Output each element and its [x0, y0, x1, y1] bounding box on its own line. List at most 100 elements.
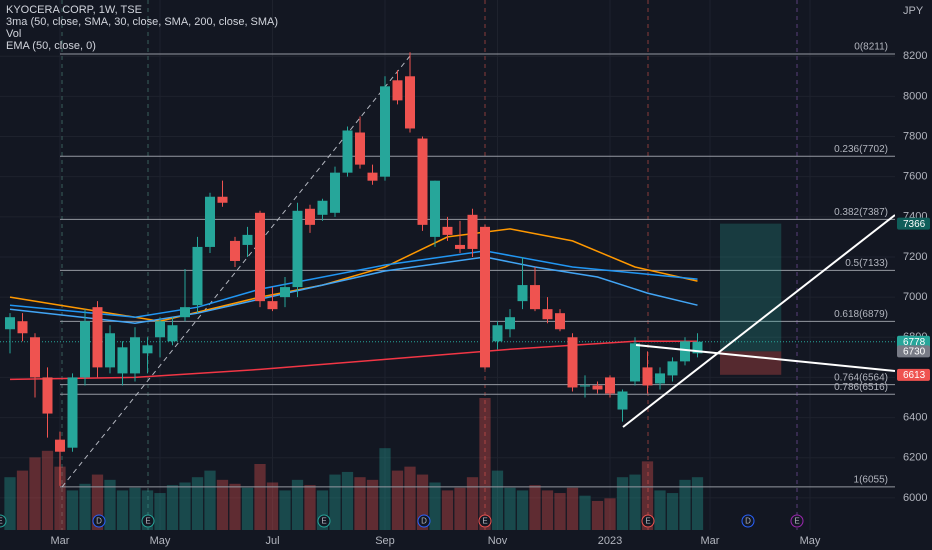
volume-bar — [566, 487, 579, 530]
candle-body — [367, 172, 378, 181]
volume-bar — [479, 398, 491, 530]
candle — [467, 208, 478, 257]
volume-bar — [416, 474, 429, 530]
candle — [617, 389, 628, 422]
volume-bar — [104, 479, 116, 530]
fib-label: 0.236(7702) — [834, 144, 888, 155]
candle-body — [30, 337, 40, 378]
x-tick-label: Jul — [265, 535, 279, 547]
volume-bar — [579, 495, 591, 530]
volume-bar — [29, 457, 41, 530]
candle-body — [180, 307, 190, 318]
event-badge — [641, 514, 655, 528]
candle — [517, 256, 528, 310]
candle-body — [692, 341, 703, 354]
y-tick-label: 7000 — [903, 291, 927, 303]
volume-bar — [16, 470, 29, 530]
x-tick-label: Sep — [375, 535, 395, 547]
volume-bar — [679, 479, 691, 530]
candle — [117, 341, 128, 386]
candle-body — [267, 301, 278, 310]
event-label: E — [0, 517, 3, 526]
volume-bar — [616, 477, 629, 530]
volume-bar — [554, 493, 566, 530]
candle — [555, 309, 565, 332]
fib-label: 0.382(7387) — [834, 207, 888, 218]
event-badge — [0, 514, 7, 528]
candle-body — [17, 321, 28, 334]
candle — [392, 70, 403, 105]
candle-body — [255, 212, 265, 302]
candle — [430, 180, 440, 247]
candle-body — [392, 80, 403, 101]
volume-bar — [279, 490, 291, 530]
y-tick-label: 7800 — [903, 130, 927, 142]
candle — [17, 313, 28, 342]
volume-bar — [354, 477, 366, 530]
fib-label: 0.786(6516) — [834, 382, 888, 393]
candle-body — [142, 345, 153, 354]
candle-body — [517, 285, 528, 302]
event-badge — [478, 514, 492, 528]
candle — [630, 337, 640, 386]
candle-body — [317, 200, 328, 215]
target-zone — [720, 223, 782, 352]
candle — [42, 367, 53, 438]
volume-bar — [179, 482, 191, 530]
event-badge — [92, 514, 106, 528]
price-tag-label: 6613 — [903, 370, 926, 381]
candle — [155, 317, 165, 358]
price-tag-box — [897, 217, 930, 230]
candle — [642, 351, 653, 394]
price-tag: 6778 — [897, 335, 930, 348]
indicator-label: 3ma (50, close, SMA, 30, close, SMA, 200… — [6, 16, 278, 28]
candle — [530, 267, 540, 312]
volume-bar — [229, 483, 241, 530]
volume-bar — [629, 474, 641, 530]
price-tag-label: 6730 — [903, 346, 926, 357]
candle — [442, 216, 453, 241]
candle-body — [292, 210, 303, 288]
candle — [680, 337, 690, 366]
event-label: D — [421, 517, 427, 526]
volume-bar — [316, 490, 329, 530]
volume-bar — [254, 464, 266, 530]
candle — [67, 373, 78, 452]
candle-body — [192, 246, 203, 306]
candle-body — [555, 313, 565, 330]
candle-body — [480, 226, 490, 368]
candle — [30, 333, 40, 398]
candle — [92, 301, 103, 378]
volume-bar — [154, 493, 166, 530]
candle — [5, 313, 15, 354]
event-marker: E — [0, 514, 7, 528]
candle — [580, 375, 590, 398]
candle — [230, 236, 240, 268]
volume-bar — [404, 466, 416, 530]
trend-line — [622, 214, 896, 428]
event-marker: D — [741, 514, 755, 528]
candle — [480, 224, 490, 370]
volume-bar — [504, 487, 516, 530]
candle — [655, 367, 665, 390]
candle-body — [105, 333, 115, 368]
candle-body — [5, 317, 15, 330]
event-badge — [790, 514, 804, 528]
x-tick-label: Mar — [51, 535, 70, 547]
grid — [0, 0, 895, 530]
candle — [142, 337, 153, 374]
candle — [405, 52, 415, 133]
candle-body — [680, 341, 690, 362]
candle — [455, 220, 465, 253]
volume-bar — [529, 485, 541, 530]
event-marker: E — [478, 514, 492, 528]
volume-bar — [491, 470, 504, 530]
price-tag: 7366 — [897, 217, 930, 230]
candle — [492, 321, 503, 350]
volume-bar — [291, 479, 304, 530]
volume-bar — [541, 490, 554, 530]
volume-bar — [391, 470, 404, 530]
price-tag-box — [897, 368, 930, 381]
volume-bar — [591, 500, 604, 530]
